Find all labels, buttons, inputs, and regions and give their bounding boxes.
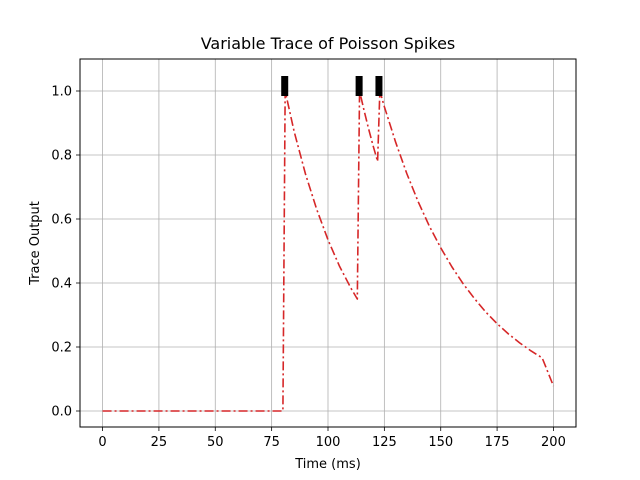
y-tick-label: 0.8	[51, 149, 72, 164]
x-tick-label: 175	[485, 435, 510, 450]
x-tick-label: 100	[316, 435, 341, 450]
x-tick-label: 75	[263, 435, 280, 450]
x-tick-label: 150	[428, 435, 453, 450]
chart-title: Variable Trace of Poisson Spikes	[201, 34, 456, 53]
grid-lines	[80, 59, 576, 427]
y-tick-label: 1.0	[51, 85, 72, 100]
spike-marker	[375, 76, 383, 96]
x-tick-label: 50	[207, 435, 224, 450]
y-tick-label: 0.2	[51, 341, 72, 356]
spike-marker	[281, 76, 289, 96]
spike-markers	[281, 76, 383, 96]
x-tick-label: 200	[541, 435, 566, 450]
x-axis-label: Time (ms)	[294, 457, 361, 472]
spike-marker	[355, 76, 363, 96]
x-tick-label: 25	[151, 435, 168, 450]
x-tick-label: 125	[372, 435, 397, 450]
y-tick-label: 0.0	[51, 405, 72, 420]
axis-ticks: 0 25 50 75 100 125 150 175 200 0.0 0.2 0.4 0.6 0.8 1.0	[51, 85, 566, 451]
y-axis-label: Trace Output	[28, 201, 43, 286]
x-tick-label: 0	[98, 435, 106, 450]
y-tick-label: 0.6	[51, 213, 72, 228]
y-tick-label: 0.4	[51, 277, 72, 292]
